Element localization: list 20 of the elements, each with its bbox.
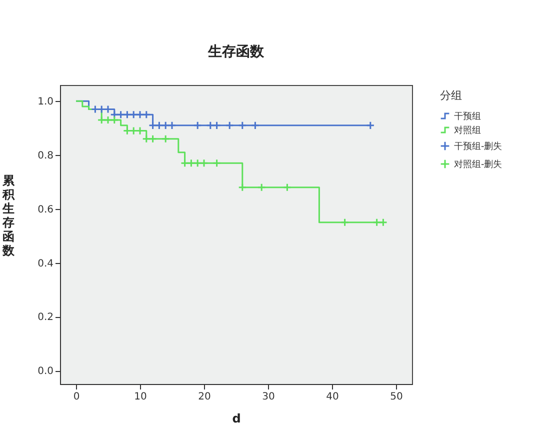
legend-label: 对照组-删失 [454, 159, 502, 170]
y-tick-label: 0.0 [38, 366, 54, 378]
y-tick-label: 0.6 [38, 204, 54, 216]
y-tick-label: 0.2 [38, 312, 54, 324]
x-tick-label: 20 [198, 392, 211, 402]
x-axis-title: d [232, 412, 241, 426]
y-tick-label: 0.8 [38, 150, 54, 162]
legend-label: 干预组-删失 [454, 141, 502, 152]
x-tick-label: 30 [262, 392, 275, 402]
chart-title: 生存函数 [207, 44, 265, 60]
legend-label: 干预组 [454, 111, 481, 122]
x-tick-label: 40 [326, 392, 339, 402]
y-tick-label: 1.0 [38, 96, 54, 108]
y-tick-label: 0.4 [38, 258, 54, 270]
x-tick-label: 10 [134, 392, 147, 402]
y-axis-title: 累积生存函数 [2, 174, 16, 258]
legend-title: 分组 [440, 89, 462, 102]
x-tick-label: 0 [73, 392, 80, 402]
x-tick-label: 50 [390, 392, 403, 402]
legend-label: 对照组 [454, 125, 481, 136]
